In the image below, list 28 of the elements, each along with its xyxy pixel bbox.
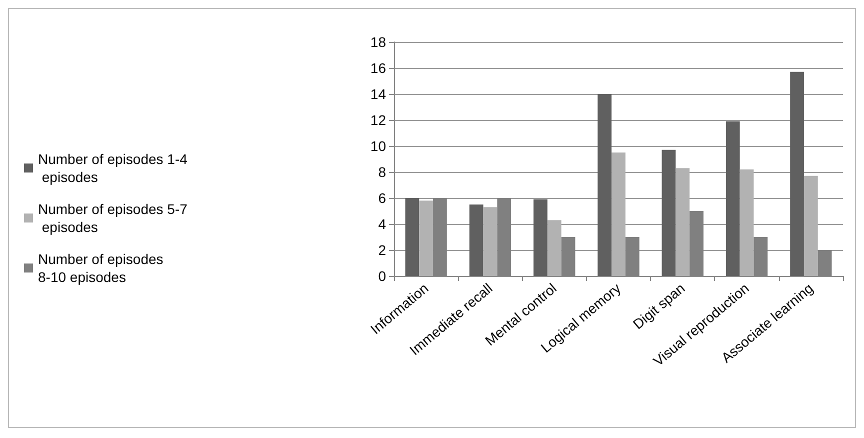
bar bbox=[740, 169, 754, 276]
bar bbox=[790, 72, 804, 276]
y-tick-label: 6 bbox=[378, 190, 386, 206]
legend-label: Number of episodes 1-4 episodes bbox=[38, 151, 188, 185]
y-tick-label: 16 bbox=[370, 60, 386, 76]
bar bbox=[483, 207, 498, 276]
y-tick-label: 18 bbox=[370, 34, 386, 50]
x-tick-label: Digit span bbox=[630, 280, 688, 332]
y-tick-label: 2 bbox=[378, 242, 386, 258]
bar bbox=[405, 198, 420, 276]
bar bbox=[726, 121, 740, 276]
bar bbox=[598, 94, 612, 276]
bar bbox=[534, 199, 548, 276]
bar bbox=[469, 204, 484, 276]
y-tick-label: 14 bbox=[370, 86, 386, 102]
y-tick-label: 0 bbox=[378, 268, 386, 284]
bar bbox=[804, 176, 818, 276]
y-tick-label: 10 bbox=[370, 138, 386, 154]
bar bbox=[547, 220, 562, 276]
bar bbox=[676, 168, 690, 276]
y-tick-label: 12 bbox=[370, 112, 386, 128]
bar bbox=[419, 200, 434, 276]
bar bbox=[612, 152, 626, 276]
legend-label: Number of episodes 5-7 episodes bbox=[38, 201, 188, 235]
y-tick-label: 4 bbox=[378, 216, 386, 232]
bar bbox=[662, 150, 676, 276]
y-tick-label: 8 bbox=[378, 164, 386, 180]
legend-label: Number of episodes 8-10 episodes bbox=[38, 251, 168, 285]
